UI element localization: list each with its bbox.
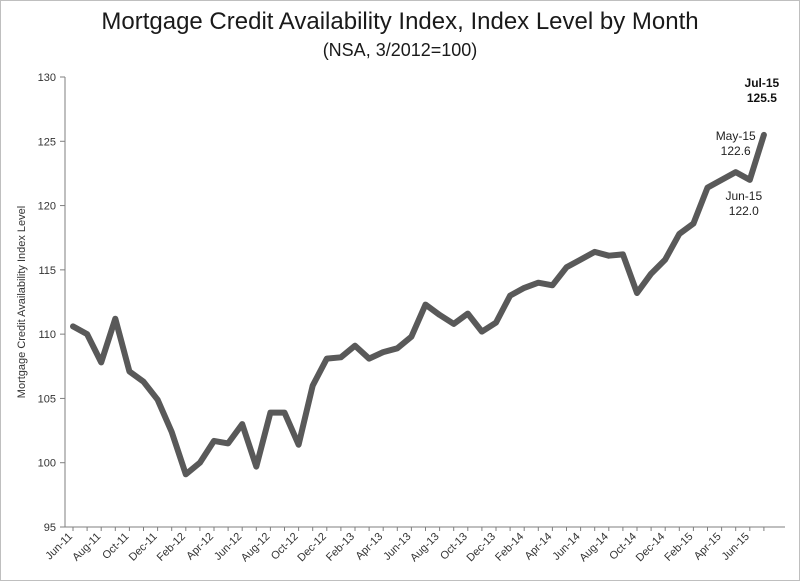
x-tick-label: Feb-14 [493,531,526,564]
x-tick-label: Dec-12 [295,531,329,565]
x-tick-label: Dec-13 [465,531,499,565]
x-tick-label: Jun-11 [43,531,75,563]
annotation-value: 122.6 [721,144,751,158]
x-tick-label: Apr-15 [692,531,724,563]
x-tick-label: Jun-14 [550,531,582,563]
x-tick-label: Aug-14 [577,531,611,565]
annotation-label: Jun-15 [725,189,762,203]
annotation-value: 125.5 [747,91,777,105]
x-tick-label: Jun-12 [212,531,244,563]
y-axis-label: Mortgage Credit Availability Index Level [16,206,28,398]
y-tick-label: 115 [38,265,56,277]
x-tick-label: Oct-11 [100,531,131,562]
y-tick-label: 125 [38,136,56,148]
series-line [70,131,767,478]
y-tick-label: 120 [38,201,56,213]
y-axis: 95 100 105 110 115 120 125 130 [38,72,66,534]
x-tick-label: Dec-11 [127,531,160,564]
y-tick-label: 100 [38,458,56,470]
series-group [70,131,767,478]
y-tick-label: 110 [38,329,56,341]
annotation-value: 122.0 [729,204,759,218]
x-tick-label: Apr-13 [353,531,385,563]
x-axis: Jun-11Aug-11Oct-11Dec-11Feb-12Apr-12Jun-… [43,526,785,565]
x-tick-label: Aug-12 [239,531,273,565]
chart-title: Mortgage Credit Availability Index, Inde… [101,8,699,35]
x-tick-label: Apr-12 [184,531,216,563]
x-tick-label: Jun-13 [381,531,413,563]
x-tick-label: Feb-13 [324,531,357,564]
x-tick-label: Feb-12 [155,531,188,564]
x-tick-label: Apr-14 [523,531,555,563]
annotation-label: May-15 [716,129,756,143]
x-tick-label: Aug-11 [70,531,103,564]
x-tick-label: Dec-14 [634,531,668,565]
annotation-label: Jul-15 [745,76,780,90]
x-tick-label: Jun-15 [720,531,752,563]
chart-subtitle: (NSA, 3/2012=100) [322,40,478,60]
x-tick-label: Feb-15 [662,531,695,564]
y-tick-label: 95 [44,522,56,534]
x-tick-label: Aug-13 [408,531,442,565]
y-tick-label: 105 [38,393,56,405]
y-tick-label: 130 [38,72,56,84]
